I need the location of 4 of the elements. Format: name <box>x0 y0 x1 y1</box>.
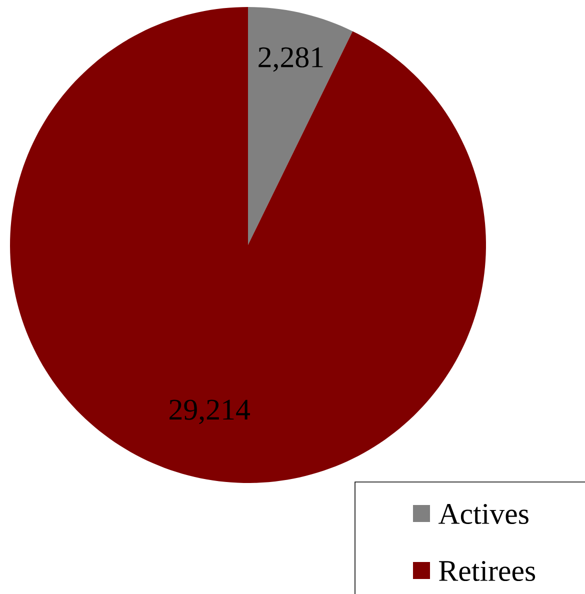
legend-label: Retirees <box>439 560 536 582</box>
data-label: 29,214 <box>170 400 250 424</box>
data-label: 2,281 <box>258 47 323 72</box>
legend-label: Actives <box>438 504 528 524</box>
